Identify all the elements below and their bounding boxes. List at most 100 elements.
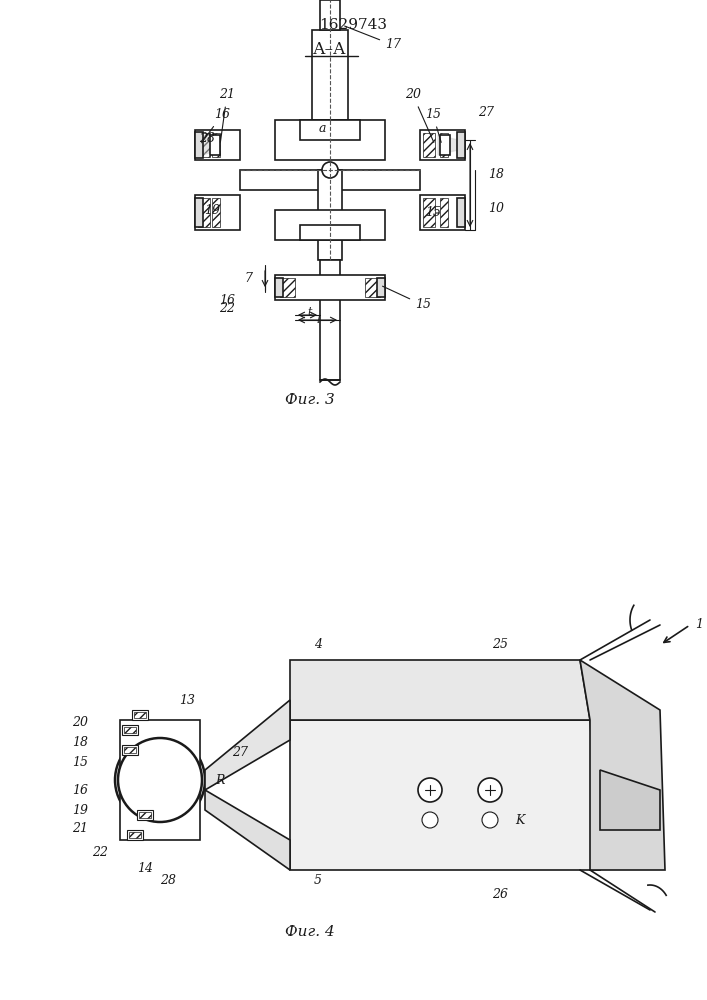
Text: R: R	[216, 774, 225, 786]
Circle shape	[115, 735, 205, 825]
Bar	[127, 830, 143, 840]
Bar	[275, 278, 283, 297]
Bar	[137, 810, 153, 820]
Bar	[440, 135, 450, 155]
Text: 13: 13	[179, 694, 195, 706]
Text: 16: 16	[219, 294, 235, 306]
Bar	[124, 727, 136, 733]
Circle shape	[125, 745, 195, 815]
Text: 20: 20	[405, 89, 434, 142]
Bar	[210, 135, 220, 155]
Circle shape	[482, 812, 498, 828]
Text: 20: 20	[72, 716, 88, 728]
Bar	[420, 130, 465, 160]
Bar	[312, 30, 348, 120]
Bar	[275, 275, 385, 300]
Bar	[212, 133, 220, 157]
Bar	[198, 198, 210, 227]
Bar	[423, 133, 435, 157]
Bar	[139, 812, 151, 818]
Text: А–А: А–А	[313, 41, 347, 58]
Text: 14: 14	[137, 861, 153, 874]
Bar	[457, 198, 465, 227]
Bar	[457, 132, 465, 158]
Bar	[280, 278, 295, 297]
Circle shape	[322, 162, 338, 178]
Polygon shape	[205, 790, 290, 870]
Text: 1629743: 1629743	[319, 18, 387, 32]
Polygon shape	[205, 700, 290, 790]
Text: a: a	[318, 121, 326, 134]
Polygon shape	[202, 135, 220, 155]
Text: 27: 27	[478, 105, 494, 118]
Polygon shape	[438, 135, 458, 155]
Bar	[320, 260, 340, 380]
Polygon shape	[580, 660, 665, 870]
Text: K: K	[515, 814, 525, 826]
Text: 26: 26	[492, 888, 508, 902]
Text: 4: 4	[314, 639, 322, 652]
Text: l: l	[316, 315, 320, 325]
Text: Фиг. 4: Фиг. 4	[285, 925, 335, 939]
Text: 17: 17	[344, 26, 401, 51]
Bar	[198, 133, 210, 157]
Text: Фиг. 3: Фиг. 3	[285, 393, 335, 407]
Bar	[195, 132, 203, 158]
Text: 28: 28	[160, 874, 176, 886]
Text: t: t	[308, 307, 312, 317]
Bar	[365, 278, 380, 297]
Bar	[122, 745, 138, 755]
Text: 25: 25	[492, 639, 508, 652]
Polygon shape	[290, 720, 600, 870]
Text: 22: 22	[92, 846, 108, 858]
Text: 7: 7	[244, 271, 252, 284]
Circle shape	[418, 778, 442, 802]
Bar	[132, 710, 148, 720]
Text: 15: 15	[382, 286, 431, 312]
Text: 5: 5	[314, 874, 322, 886]
Text: 21: 21	[219, 89, 235, 142]
Bar	[195, 195, 240, 230]
Bar	[195, 198, 203, 227]
Text: 10: 10	[488, 202, 504, 215]
Bar	[124, 747, 136, 753]
Bar	[318, 170, 342, 260]
Circle shape	[422, 812, 438, 828]
Bar	[240, 170, 420, 190]
Bar	[195, 130, 240, 160]
Text: 16: 16	[72, 784, 88, 796]
Polygon shape	[120, 720, 200, 840]
Text: 1: 1	[695, 618, 703, 632]
Circle shape	[478, 778, 502, 802]
Bar	[300, 225, 360, 240]
Text: 21: 21	[72, 822, 88, 834]
Text: 19: 19	[204, 204, 220, 217]
Bar	[440, 133, 448, 157]
Bar	[134, 712, 146, 718]
Text: 28: 28	[199, 131, 215, 144]
Bar	[300, 120, 360, 140]
Text: 16: 16	[201, 108, 230, 143]
Text: 22: 22	[219, 302, 235, 314]
Text: 27: 27	[232, 746, 248, 758]
Text: 15: 15	[425, 108, 441, 142]
Bar	[377, 278, 385, 297]
Circle shape	[118, 738, 202, 822]
Bar	[275, 210, 385, 240]
Bar	[275, 120, 385, 160]
Text: 15: 15	[425, 207, 441, 220]
Bar	[423, 198, 435, 227]
Bar	[420, 195, 465, 230]
Text: 15: 15	[72, 756, 88, 768]
Text: 18: 18	[72, 736, 88, 748]
Bar	[129, 832, 141, 838]
Polygon shape	[600, 770, 660, 830]
Bar	[320, 0, 340, 30]
Bar	[122, 725, 138, 735]
Text: 18: 18	[488, 168, 504, 182]
Bar	[212, 198, 220, 227]
Circle shape	[140, 760, 180, 800]
Text: 19: 19	[72, 804, 88, 816]
Bar	[440, 198, 448, 227]
Polygon shape	[290, 660, 590, 720]
